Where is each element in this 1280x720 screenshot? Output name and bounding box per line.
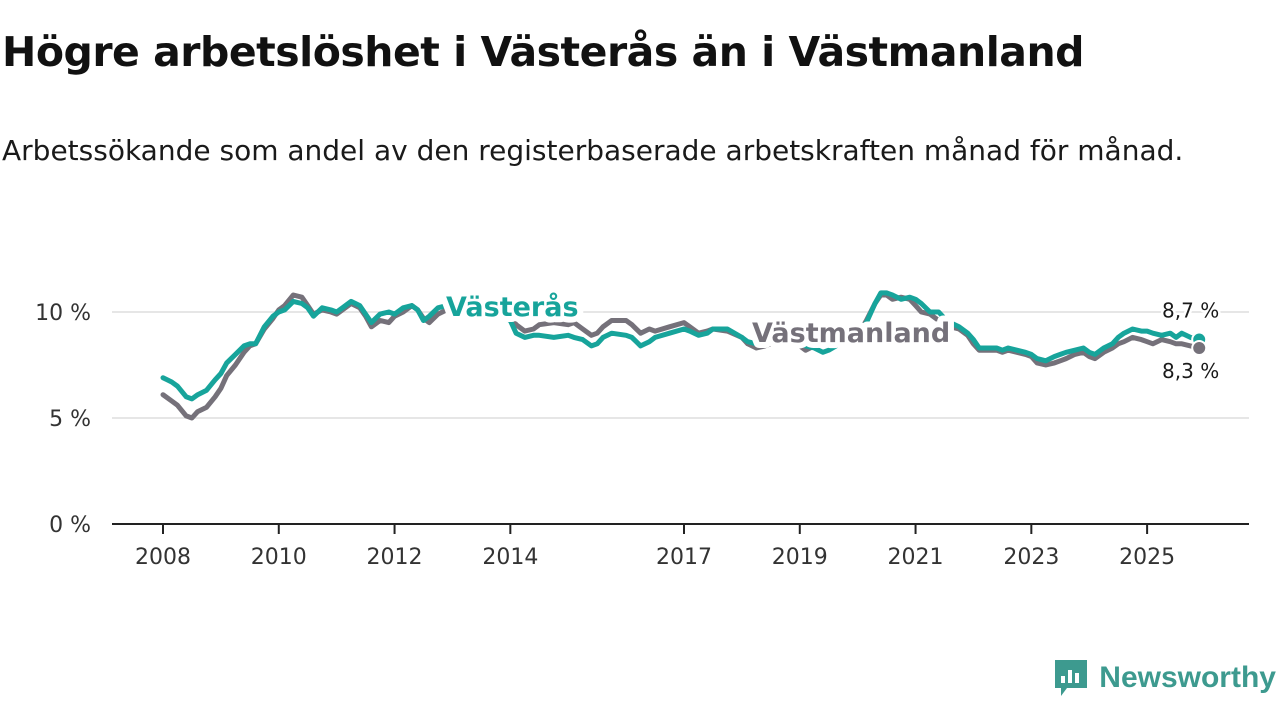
x-axis-ticks: 2008 2010 2012 2014 2017 2019 2021 2023 2025: [135, 524, 1175, 570]
y-axis-ticks: 0 % 5 % 10 %: [35, 301, 91, 538]
y-tick-label: 5 %: [49, 407, 91, 432]
brand-name: Newsworthy: [1099, 661, 1276, 694]
brand-logo: Newsworthy: [1053, 658, 1276, 698]
y-tick-label: 10 %: [35, 301, 91, 326]
series-label-vastmanland: Västmanland: [752, 318, 950, 349]
x-tick-label: 2019: [772, 545, 828, 570]
y-tick-label: 0 %: [49, 513, 91, 538]
series-layer: [160, 290, 1202, 421]
x-tick-label: 2010: [251, 545, 307, 570]
label-layer: 8,7 % 8,3 % Västmanland Västerås: [440, 285, 1222, 386]
end-label-vasteras: 8,7 %: [1162, 299, 1219, 323]
end-marker: [1191, 340, 1208, 357]
series-label-vasteras: Västerås: [446, 291, 579, 323]
x-tick-label: 2014: [482, 545, 538, 570]
end-label-vastmanland: 8,3 %: [1162, 359, 1219, 383]
x-tick-label: 2021: [888, 545, 944, 570]
x-tick-label: 2023: [1003, 545, 1059, 570]
x-tick-label: 2025: [1119, 545, 1175, 570]
chart-subtitle: Arbetssökande som andel av den registerb…: [2, 134, 1184, 167]
chart-title: Högre arbetslöshet i Västerås än i Västm…: [2, 28, 1084, 76]
grid-layer: [112, 311, 1249, 525]
series-line-vasteras: [160, 290, 1202, 402]
x-tick-label: 2017: [656, 545, 712, 570]
newsworthy-icon: [1055, 660, 1088, 696]
x-tick-label: 2008: [135, 545, 191, 570]
x-tick-label: 2012: [367, 545, 423, 570]
